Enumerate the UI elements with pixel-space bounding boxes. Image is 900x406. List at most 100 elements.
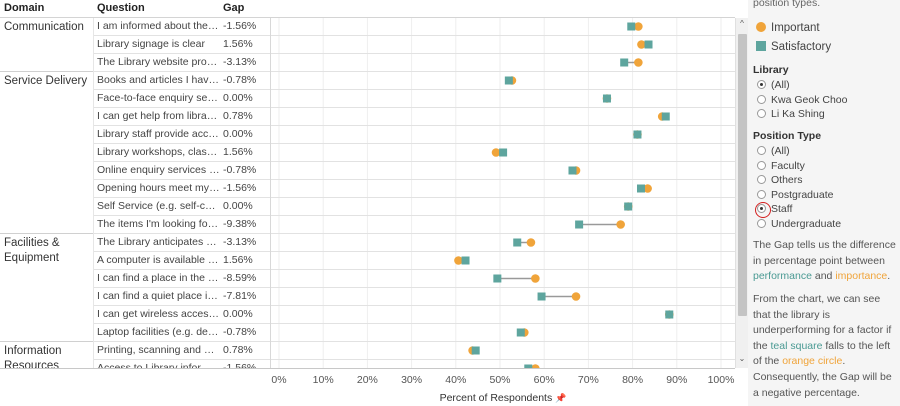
x-tick-label: 80% [622,374,644,386]
x-axis: Percent of Respondents 📌 0% 10% 20% 30% 40% 50… [271,368,735,406]
x-axis-title[interactable]: Percent of Respondents 📌 [439,392,567,404]
annotation-circle [755,202,771,218]
important-point [531,364,540,368]
orange-circle-icon [756,22,766,32]
radio-label: (All) [771,145,790,157]
question-text: Library signage is clear [97,38,205,50]
satisfactory-point [568,166,577,175]
satisfactory-point [644,40,653,49]
legend-satisfactory[interactable]: Satisfactory [756,41,831,53]
gap-value: -8.59% [223,272,257,284]
question-text: I can get wireless access i... [97,308,220,320]
question-text: Online enquiry services (e... [97,164,220,176]
gap-value: -3.13% [223,236,257,248]
panel-top-text: position types. [753,0,821,9]
radio-label: Postgraduate [771,188,834,201]
satisfactory-point [516,328,525,337]
question-text: I can find a quiet place in t... [97,290,220,302]
important-point [637,40,646,49]
legend-important[interactable]: Important [756,22,820,34]
dot-plot-svg [271,18,735,368]
x-tick-label: 20% [356,374,378,386]
radio-label: (All) [771,79,790,91]
important-point [643,184,652,193]
radio-label: Kwa Geok Choo [771,93,848,106]
satisfactory-point [627,22,636,31]
important-point [616,220,625,229]
radio-position-option[interactable]: (All) [757,145,790,157]
radio-position-option[interactable]: Undergraduate [757,218,841,230]
domain-column-header: Domain [4,2,45,14]
radio-label: Li Ka Shing [771,108,825,120]
radio-position-option[interactable]: Faculty [757,160,805,172]
question-text: Self Service (e.g. self-chec... [97,200,220,212]
question-text: I can get help from library ... [97,110,220,122]
satisfactory-point [633,130,642,139]
satisfactory-point [636,184,645,193]
radio-position-option[interactable]: Postgraduate [757,189,833,201]
important-point [491,148,501,157]
domain-divider [0,233,93,234]
satisfactory-point [524,364,533,368]
teal-square-icon [756,41,766,51]
gap-value: -1.56% [223,182,257,194]
gap-value: -1.56% [223,362,257,368]
important-point [526,238,536,247]
important-point [454,256,463,265]
radio-circle-icon[interactable] [757,218,766,228]
gap-value: -1.56% [223,20,257,32]
negative-gap-explanation: Consequently, the Gap will be a negative… [753,371,892,399]
column-divider [93,18,94,368]
satisfactory-point [537,292,546,301]
domain-label: Information Resources [4,345,62,368]
gap-value: -3.13% [223,56,257,68]
underperforming-explanation: From the chart, we can see that the libr… [753,293,892,367]
gap-explanation: The Gap tells us the difference in perce… [753,239,896,282]
question-text: The Library anticipates m... [97,236,220,248]
radio-circle-icon[interactable] [757,94,766,104]
gap-value: -7.81% [223,290,257,302]
important-point [634,22,643,31]
question-text: Library staff provide accu... [97,128,220,140]
radio-label: Others [771,174,803,186]
radio-label: Staff [771,203,793,215]
radio-circle-icon[interactable] [757,175,766,184]
radio-circle-icon[interactable] [757,160,766,170]
satisfactory-point [620,58,629,67]
satisfactory-point [461,256,470,265]
satisfactory-point [661,112,670,121]
important-point [531,274,540,283]
table-row[interactable]: Access to Library informat... -1.56% [93,360,735,368]
scrollbar-thumb[interactable] [738,34,747,316]
radio-circle-icon[interactable] [757,109,766,118]
scroll-down-icon[interactable]: ⌄ [738,354,746,363]
position-filter-title: Position Type [753,130,822,142]
question-text: The Library website provi... [97,56,220,68]
header-divider [0,17,735,18]
radio-library-option[interactable]: Li Ka Shing [757,108,825,120]
radio-position-option[interactable]: Others [757,174,803,186]
vertical-scrollbar[interactable]: ^ ⌄ [735,18,748,368]
satisfactory-point [513,238,522,247]
gap-value: 0.00% [223,128,253,140]
gap-column-header: Gap [223,2,245,14]
radio-circle-icon[interactable] [757,189,766,199]
x-tick-label: 100% [707,374,735,386]
gap-value: 0.78% [223,344,253,356]
radio-library-option[interactable]: (All) [757,79,790,91]
satisfactory-point [665,310,674,319]
library-filter-title: Library [753,64,789,76]
radio-library-option[interactable]: Kwa Geok Choo [757,94,847,106]
domain-divider [0,341,93,342]
gap-value: 1.56% [223,146,253,158]
scroll-up-icon[interactable]: ^ [740,19,744,28]
radio-circle-icon[interactable] [757,146,766,155]
radio-circle-icon[interactable] [757,80,766,89]
satisfactory-point [493,274,502,283]
question-text: I am informed about the Li... [97,20,220,32]
table-bottom-line [0,368,271,369]
domain-label: Communication [4,21,84,33]
important-point [571,292,581,301]
x-tick-label: 10% [312,374,334,386]
x-tick-label: 60% [533,374,555,386]
